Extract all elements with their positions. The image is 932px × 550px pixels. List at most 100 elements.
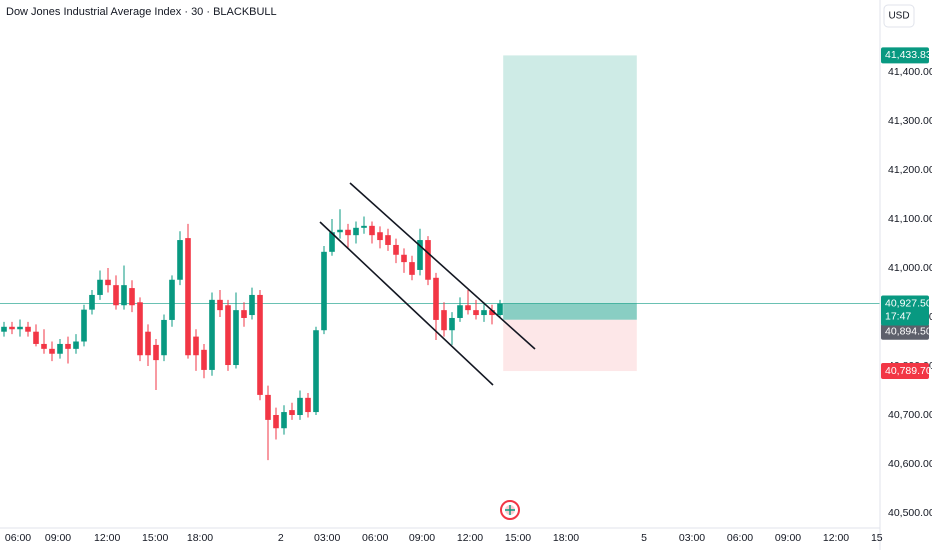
target-label: 41,433.83 (885, 49, 932, 61)
candle-body (433, 277, 439, 320)
x-tick-label: 18:00 (553, 532, 579, 544)
candle-body (193, 336, 199, 356)
currency-label[interactable]: USD (888, 11, 909, 22)
y-tick-label: 40,600.00 (888, 458, 932, 470)
candle-body (17, 326, 23, 330)
candle-body (25, 326, 31, 332)
channel-line (319, 221, 494, 386)
candle-body (169, 279, 175, 320)
candle-body (65, 343, 71, 349)
candle-body (401, 254, 407, 263)
candle-body (377, 232, 383, 241)
x-tick-label: 12:00 (457, 532, 483, 544)
candle-body (89, 294, 95, 310)
x-tick-label: 15:00 (142, 532, 168, 544)
x-tick-label: 06:00 (362, 532, 388, 544)
y-tick-label: 41,300.00 (888, 115, 932, 127)
candle-body (249, 294, 255, 316)
candle-body (233, 310, 239, 366)
candle-body (417, 240, 423, 270)
candle-body (113, 285, 119, 306)
stop-zone (503, 319, 637, 372)
open-profit-zone (503, 303, 637, 320)
candle-body (217, 299, 223, 311)
candle-body (385, 235, 391, 245)
candle-body (289, 410, 295, 416)
candle-body (473, 310, 479, 316)
x-tick-label: 12:00 (823, 532, 849, 544)
plot-area (0, 55, 880, 461)
candle-body (409, 262, 415, 275)
candle-body (257, 294, 263, 395)
chart-title: Dow Jones Industrial Average Index · 30 … (6, 6, 277, 18)
candle-body (321, 251, 327, 331)
candle-body (41, 343, 47, 349)
candle-body (73, 341, 79, 349)
x-tick-label: 09:00 (775, 532, 801, 544)
entry-label: 40,894.50 (885, 325, 932, 337)
candle-body (105, 279, 111, 286)
candle-body (161, 319, 167, 356)
candle-body (97, 279, 103, 295)
x-tick-label: 09:00 (45, 532, 71, 544)
x-tick-label: 18:00 (187, 532, 213, 544)
target-box (881, 47, 929, 64)
y-tick-label: 41,200.00 (888, 164, 932, 176)
candle-body (145, 331, 151, 356)
candle-body (57, 343, 63, 354)
y-tick-label: 41,400.00 (888, 66, 932, 78)
x-tick-label: 15 (871, 532, 883, 544)
x-tick-label: 2 (278, 532, 284, 544)
candle-body (369, 225, 375, 236)
candle-body (345, 229, 351, 236)
y-tick-label: 40,700.00 (888, 409, 932, 421)
candle-body (465, 305, 471, 311)
candle-body (337, 229, 343, 233)
countdown-label: 17:47 (885, 310, 911, 322)
x-tick-label: 06:00 (5, 532, 31, 544)
candle-body (153, 344, 159, 361)
candle-body (225, 305, 231, 366)
title-background (0, 0, 232, 22)
x-tick-label: 12:00 (94, 532, 120, 544)
candle-body (273, 415, 279, 429)
channel-line (349, 182, 536, 350)
x-tick-label: 06:00 (727, 532, 753, 544)
candle-body (177, 240, 183, 280)
last-price-label: 40,927.50 (885, 297, 932, 309)
x-tick-label: 09:00 (409, 532, 435, 544)
x-tick-label: 15:00 (505, 532, 531, 544)
candle-body (481, 310, 487, 316)
y-tick-label: 41,100.00 (888, 213, 932, 225)
candle-body (297, 397, 303, 416)
candle-body (33, 331, 39, 344)
candle-body (305, 397, 311, 413)
candle-body (353, 227, 359, 236)
logo-icon (500, 500, 520, 520)
candle-body (281, 412, 287, 429)
currency-button[interactable] (883, 4, 915, 28)
candle-body (313, 330, 319, 413)
entry-box (881, 323, 929, 340)
candle-body (441, 310, 447, 331)
x-tick-label: 5 (641, 532, 647, 544)
stop-label: 40,789.70 (885, 365, 932, 377)
candle-body (425, 240, 431, 280)
x-tick-label: 03:00 (679, 532, 705, 544)
candle-body (497, 303, 503, 316)
candle-body (209, 299, 215, 370)
candle-body (49, 348, 55, 354)
candle-body (185, 238, 191, 356)
candle-body (121, 285, 127, 306)
candle-body (81, 309, 87, 342)
candle-body (129, 288, 135, 306)
candle-body (137, 302, 143, 356)
candle-body (201, 349, 207, 370)
candle-body (393, 244, 399, 255)
candle-body (449, 317, 455, 331)
candle-body (9, 326, 15, 330)
candle-body (457, 305, 463, 318)
